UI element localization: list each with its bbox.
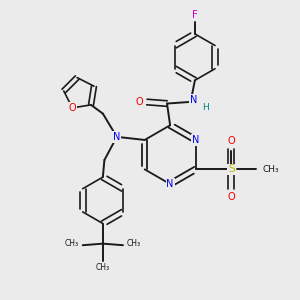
Text: CH₃: CH₃ — [263, 165, 279, 174]
Text: N: N — [192, 135, 199, 145]
Text: CH₃: CH₃ — [96, 263, 110, 272]
Text: S: S — [228, 164, 235, 174]
Text: N: N — [167, 179, 174, 189]
Text: N: N — [190, 95, 198, 105]
Text: CH₃: CH₃ — [65, 239, 79, 248]
Text: N: N — [113, 132, 121, 142]
Text: O: O — [227, 192, 235, 202]
Text: H: H — [202, 103, 208, 112]
Text: O: O — [227, 136, 235, 146]
Text: CH₃: CH₃ — [127, 239, 141, 248]
Text: O: O — [68, 103, 76, 113]
Text: F: F — [192, 10, 198, 20]
Text: O: O — [135, 97, 143, 107]
